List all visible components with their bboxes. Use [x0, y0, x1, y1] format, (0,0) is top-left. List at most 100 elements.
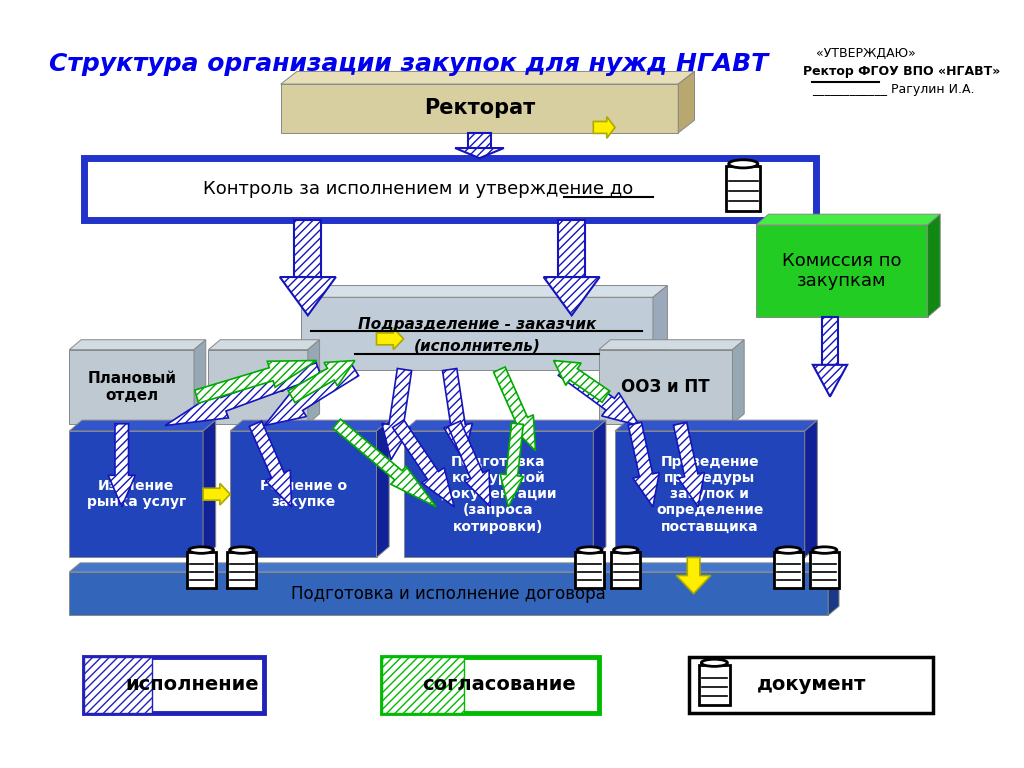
Polygon shape: [403, 420, 606, 431]
Text: Структура организации закупок для нужд НГАВТ: Структура организации закупок для нужд Н…: [49, 52, 769, 76]
Polygon shape: [70, 349, 194, 424]
FancyBboxPatch shape: [84, 657, 153, 713]
Ellipse shape: [776, 547, 801, 553]
Text: Подготовка
конкурсной
документации
(запроса
котировки): Подготовка конкурсной документации (запр…: [440, 455, 557, 534]
Polygon shape: [732, 339, 744, 424]
FancyBboxPatch shape: [382, 657, 599, 713]
Polygon shape: [165, 362, 322, 425]
Polygon shape: [333, 419, 436, 507]
Polygon shape: [558, 220, 585, 277]
FancyBboxPatch shape: [810, 552, 839, 588]
Text: Подготовка и исполнение договора: Подготовка и исполнение договора: [292, 584, 606, 603]
Polygon shape: [455, 148, 504, 158]
Polygon shape: [230, 420, 389, 431]
Polygon shape: [805, 420, 817, 558]
Text: «УТВЕРЖДАЮ»: «УТВЕРЖДАЮ»: [815, 47, 915, 60]
Polygon shape: [468, 133, 492, 148]
FancyBboxPatch shape: [382, 657, 464, 713]
Ellipse shape: [812, 547, 837, 553]
FancyBboxPatch shape: [611, 552, 640, 588]
Text: Плановый
отдел: Плановый отдел: [87, 370, 176, 403]
Polygon shape: [382, 369, 412, 460]
Polygon shape: [377, 328, 403, 349]
FancyBboxPatch shape: [186, 552, 216, 588]
Polygon shape: [288, 360, 355, 402]
Text: (исполнитель): (исполнитель): [414, 339, 541, 354]
Text: Решение о
закупке: Решение о закупке: [260, 479, 347, 509]
Polygon shape: [308, 339, 319, 424]
Polygon shape: [442, 369, 472, 460]
Polygon shape: [209, 339, 319, 349]
Polygon shape: [203, 483, 230, 505]
Polygon shape: [249, 421, 292, 507]
Text: документ: документ: [757, 675, 866, 694]
Polygon shape: [554, 360, 610, 402]
Polygon shape: [194, 339, 206, 424]
FancyBboxPatch shape: [689, 657, 933, 713]
Polygon shape: [109, 424, 135, 507]
FancyBboxPatch shape: [84, 158, 815, 220]
Polygon shape: [822, 317, 838, 365]
Polygon shape: [209, 349, 308, 424]
Polygon shape: [813, 365, 847, 396]
Polygon shape: [403, 431, 593, 558]
Text: Комиссия по
закупкам: Комиссия по закупкам: [782, 252, 901, 290]
Polygon shape: [544, 277, 600, 316]
Text: Проведение
процедуры
закупок и
определение
поставщика: Проведение процедуры закупок и определен…: [656, 455, 764, 534]
Polygon shape: [281, 71, 694, 84]
Polygon shape: [500, 423, 523, 507]
Polygon shape: [264, 363, 358, 425]
Polygon shape: [677, 558, 711, 594]
Polygon shape: [615, 431, 805, 558]
Polygon shape: [599, 339, 744, 349]
Polygon shape: [593, 117, 615, 138]
Polygon shape: [203, 420, 216, 558]
Polygon shape: [301, 297, 653, 369]
Polygon shape: [70, 339, 206, 349]
Polygon shape: [377, 420, 389, 558]
Text: ОМТС: ОМТС: [231, 378, 286, 396]
Polygon shape: [70, 431, 203, 558]
Polygon shape: [392, 420, 455, 507]
Ellipse shape: [613, 547, 638, 553]
Polygon shape: [558, 364, 639, 425]
Polygon shape: [756, 214, 940, 225]
FancyBboxPatch shape: [726, 167, 761, 211]
Ellipse shape: [189, 547, 214, 553]
Polygon shape: [281, 84, 678, 133]
Text: согласование: согласование: [423, 675, 577, 694]
Text: ____________ Рагулин И.А.: ____________ Рагулин И.А.: [812, 83, 975, 96]
Polygon shape: [70, 563, 839, 572]
Polygon shape: [678, 71, 694, 133]
Polygon shape: [928, 214, 940, 317]
Polygon shape: [230, 431, 377, 558]
FancyBboxPatch shape: [774, 552, 803, 588]
Polygon shape: [599, 349, 732, 424]
Text: Подразделение - заказчик: Подразделение - заказчик: [357, 317, 596, 333]
Ellipse shape: [229, 547, 254, 553]
FancyBboxPatch shape: [84, 657, 264, 713]
Ellipse shape: [578, 547, 602, 553]
Text: ООЗ и ПТ: ООЗ и ПТ: [622, 378, 710, 396]
Polygon shape: [301, 286, 668, 297]
Ellipse shape: [729, 160, 758, 168]
Polygon shape: [294, 220, 322, 277]
Polygon shape: [195, 360, 316, 403]
Polygon shape: [447, 421, 490, 507]
FancyBboxPatch shape: [699, 665, 730, 705]
Polygon shape: [756, 225, 928, 317]
Polygon shape: [653, 286, 668, 369]
Polygon shape: [629, 422, 659, 507]
Text: Контроль за исполнением и утверждение до: Контроль за исполнением и утверждение до: [203, 180, 633, 198]
Polygon shape: [70, 572, 828, 615]
Text: Ректор ФГОУ ВПО «НГАВТ»: Ректор ФГОУ ВПО «НГАВТ»: [803, 65, 1000, 78]
Text: исполнение: исполнение: [125, 675, 259, 694]
Polygon shape: [280, 277, 336, 316]
Polygon shape: [674, 422, 705, 507]
Text: Изучение
рынка услуг: Изучение рынка услуг: [87, 479, 185, 509]
Polygon shape: [494, 367, 536, 451]
Ellipse shape: [701, 659, 727, 667]
Polygon shape: [593, 420, 606, 558]
Text: Ректорат: Ректорат: [424, 98, 536, 118]
FancyBboxPatch shape: [227, 552, 256, 588]
